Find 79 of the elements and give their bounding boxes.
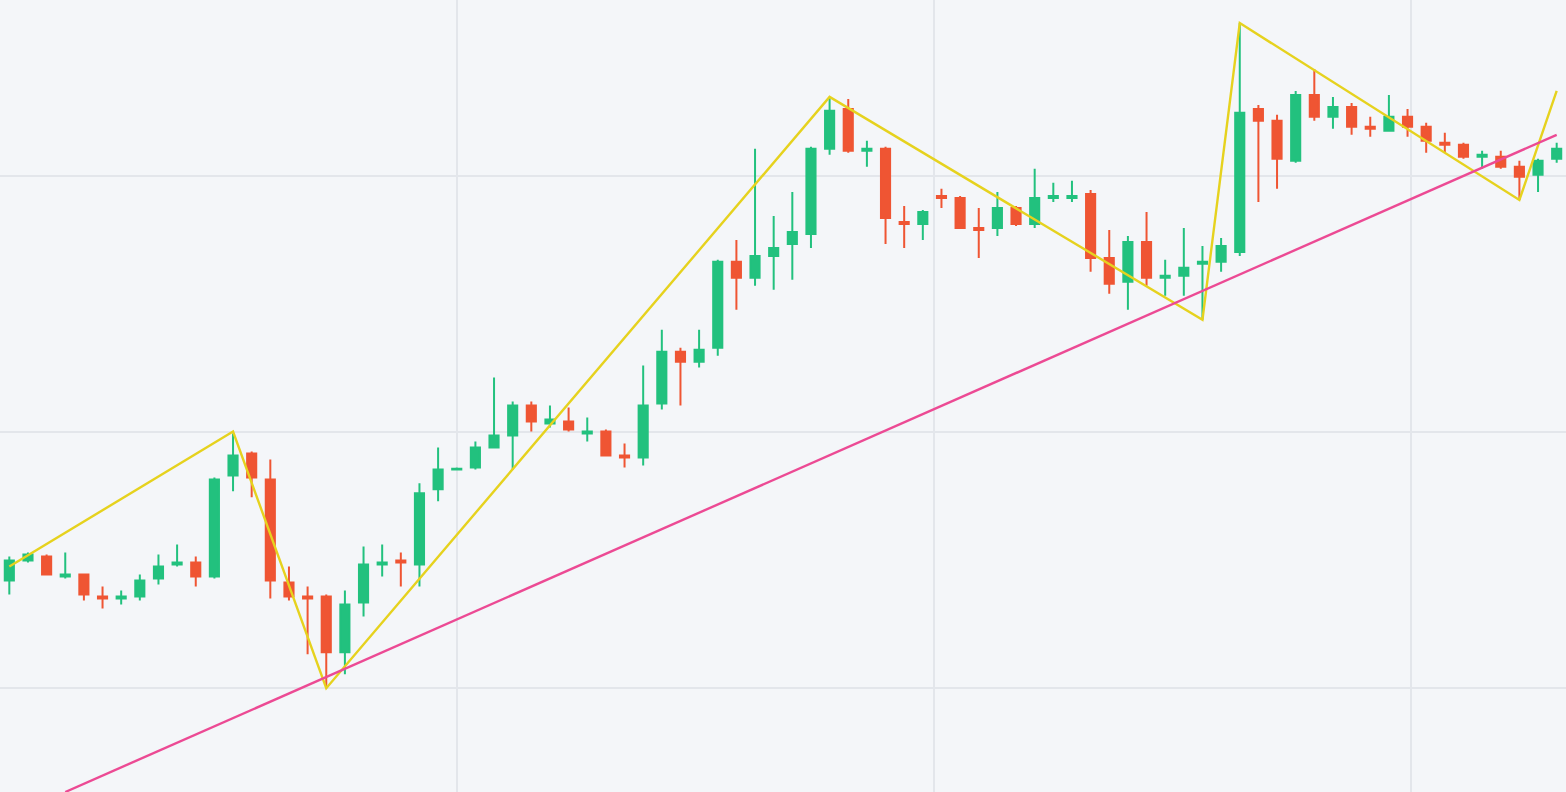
candlestick <box>618 442 631 469</box>
candlestick <box>1476 149 1488 170</box>
candlestick <box>376 543 388 578</box>
candlestick <box>954 195 966 229</box>
candlestick <box>227 432 239 493</box>
candlestick <box>1234 22 1246 257</box>
candlestick <box>991 191 1003 237</box>
candlestick <box>563 406 575 433</box>
candlestick <box>1346 101 1358 136</box>
candlestick <box>656 328 668 411</box>
candlestick <box>1401 107 1414 138</box>
candlestick <box>805 145 817 249</box>
candlestick <box>917 208 929 241</box>
candlestick <box>1513 159 1525 201</box>
candlestick <box>208 476 220 580</box>
candlestick <box>1327 95 1339 130</box>
candlestick <box>1047 181 1059 203</box>
candlestick <box>171 543 183 568</box>
candlestick <box>935 187 948 209</box>
candlestick <box>488 376 500 449</box>
candlestick <box>115 589 127 606</box>
candlestick <box>600 428 612 457</box>
candlestick <box>320 593 332 690</box>
candlestick <box>246 450 258 499</box>
candlestick <box>469 440 481 471</box>
candlestick <box>712 258 724 357</box>
candlestick <box>693 328 705 369</box>
candlestick <box>861 139 873 168</box>
candlestick <box>898 204 910 249</box>
candlestick <box>1215 236 1227 273</box>
candlestick <box>768 214 780 291</box>
candlestick <box>3 555 15 596</box>
candlestick <box>1103 228 1115 295</box>
candlestick <box>525 400 537 433</box>
candlestick <box>581 416 593 443</box>
candlestick <box>1364 115 1376 138</box>
candlestick <box>96 585 109 610</box>
candlestick <box>339 589 351 676</box>
candlestick <box>78 573 90 602</box>
candlestick <box>879 145 892 245</box>
candlestick <box>357 545 370 618</box>
candlestick <box>1010 204 1022 227</box>
candlestick <box>1457 141 1470 160</box>
candlestick <box>152 553 165 586</box>
candlestick <box>59 551 71 580</box>
candlestick <box>1290 89 1302 164</box>
candlestick <box>730 238 742 311</box>
candlestick <box>1439 131 1451 154</box>
candlestick <box>973 206 985 259</box>
candlestick <box>1252 103 1264 203</box>
candlestick <box>749 147 761 287</box>
candlestick <box>1178 226 1190 297</box>
candlestick <box>1029 167 1041 229</box>
candlestick <box>507 400 519 471</box>
candlestick <box>1271 113 1283 190</box>
candlestick <box>1383 93 1395 132</box>
candlestick <box>1196 244 1209 321</box>
candlestick <box>1551 141 1563 164</box>
candlestick <box>786 191 798 281</box>
candlestick <box>1085 189 1097 273</box>
candlestick <box>1140 210 1153 287</box>
candlestick <box>637 364 649 467</box>
candlestick <box>413 482 426 588</box>
candlestick <box>41 553 53 576</box>
candlestick <box>674 346 687 407</box>
candlestick <box>1420 121 1432 154</box>
candlestick <box>134 573 146 602</box>
candlestick <box>1066 179 1078 203</box>
candlestick <box>190 555 202 588</box>
candlestick <box>432 446 444 503</box>
candlestick <box>395 551 407 588</box>
candlestick <box>1308 67 1320 122</box>
candlestick <box>302 585 314 656</box>
candlestick <box>264 458 276 600</box>
candlestick <box>1532 157 1544 194</box>
candlestick <box>1122 234 1134 311</box>
candlestick <box>842 97 854 154</box>
candlestick <box>1159 258 1171 297</box>
candlestick <box>824 95 836 156</box>
